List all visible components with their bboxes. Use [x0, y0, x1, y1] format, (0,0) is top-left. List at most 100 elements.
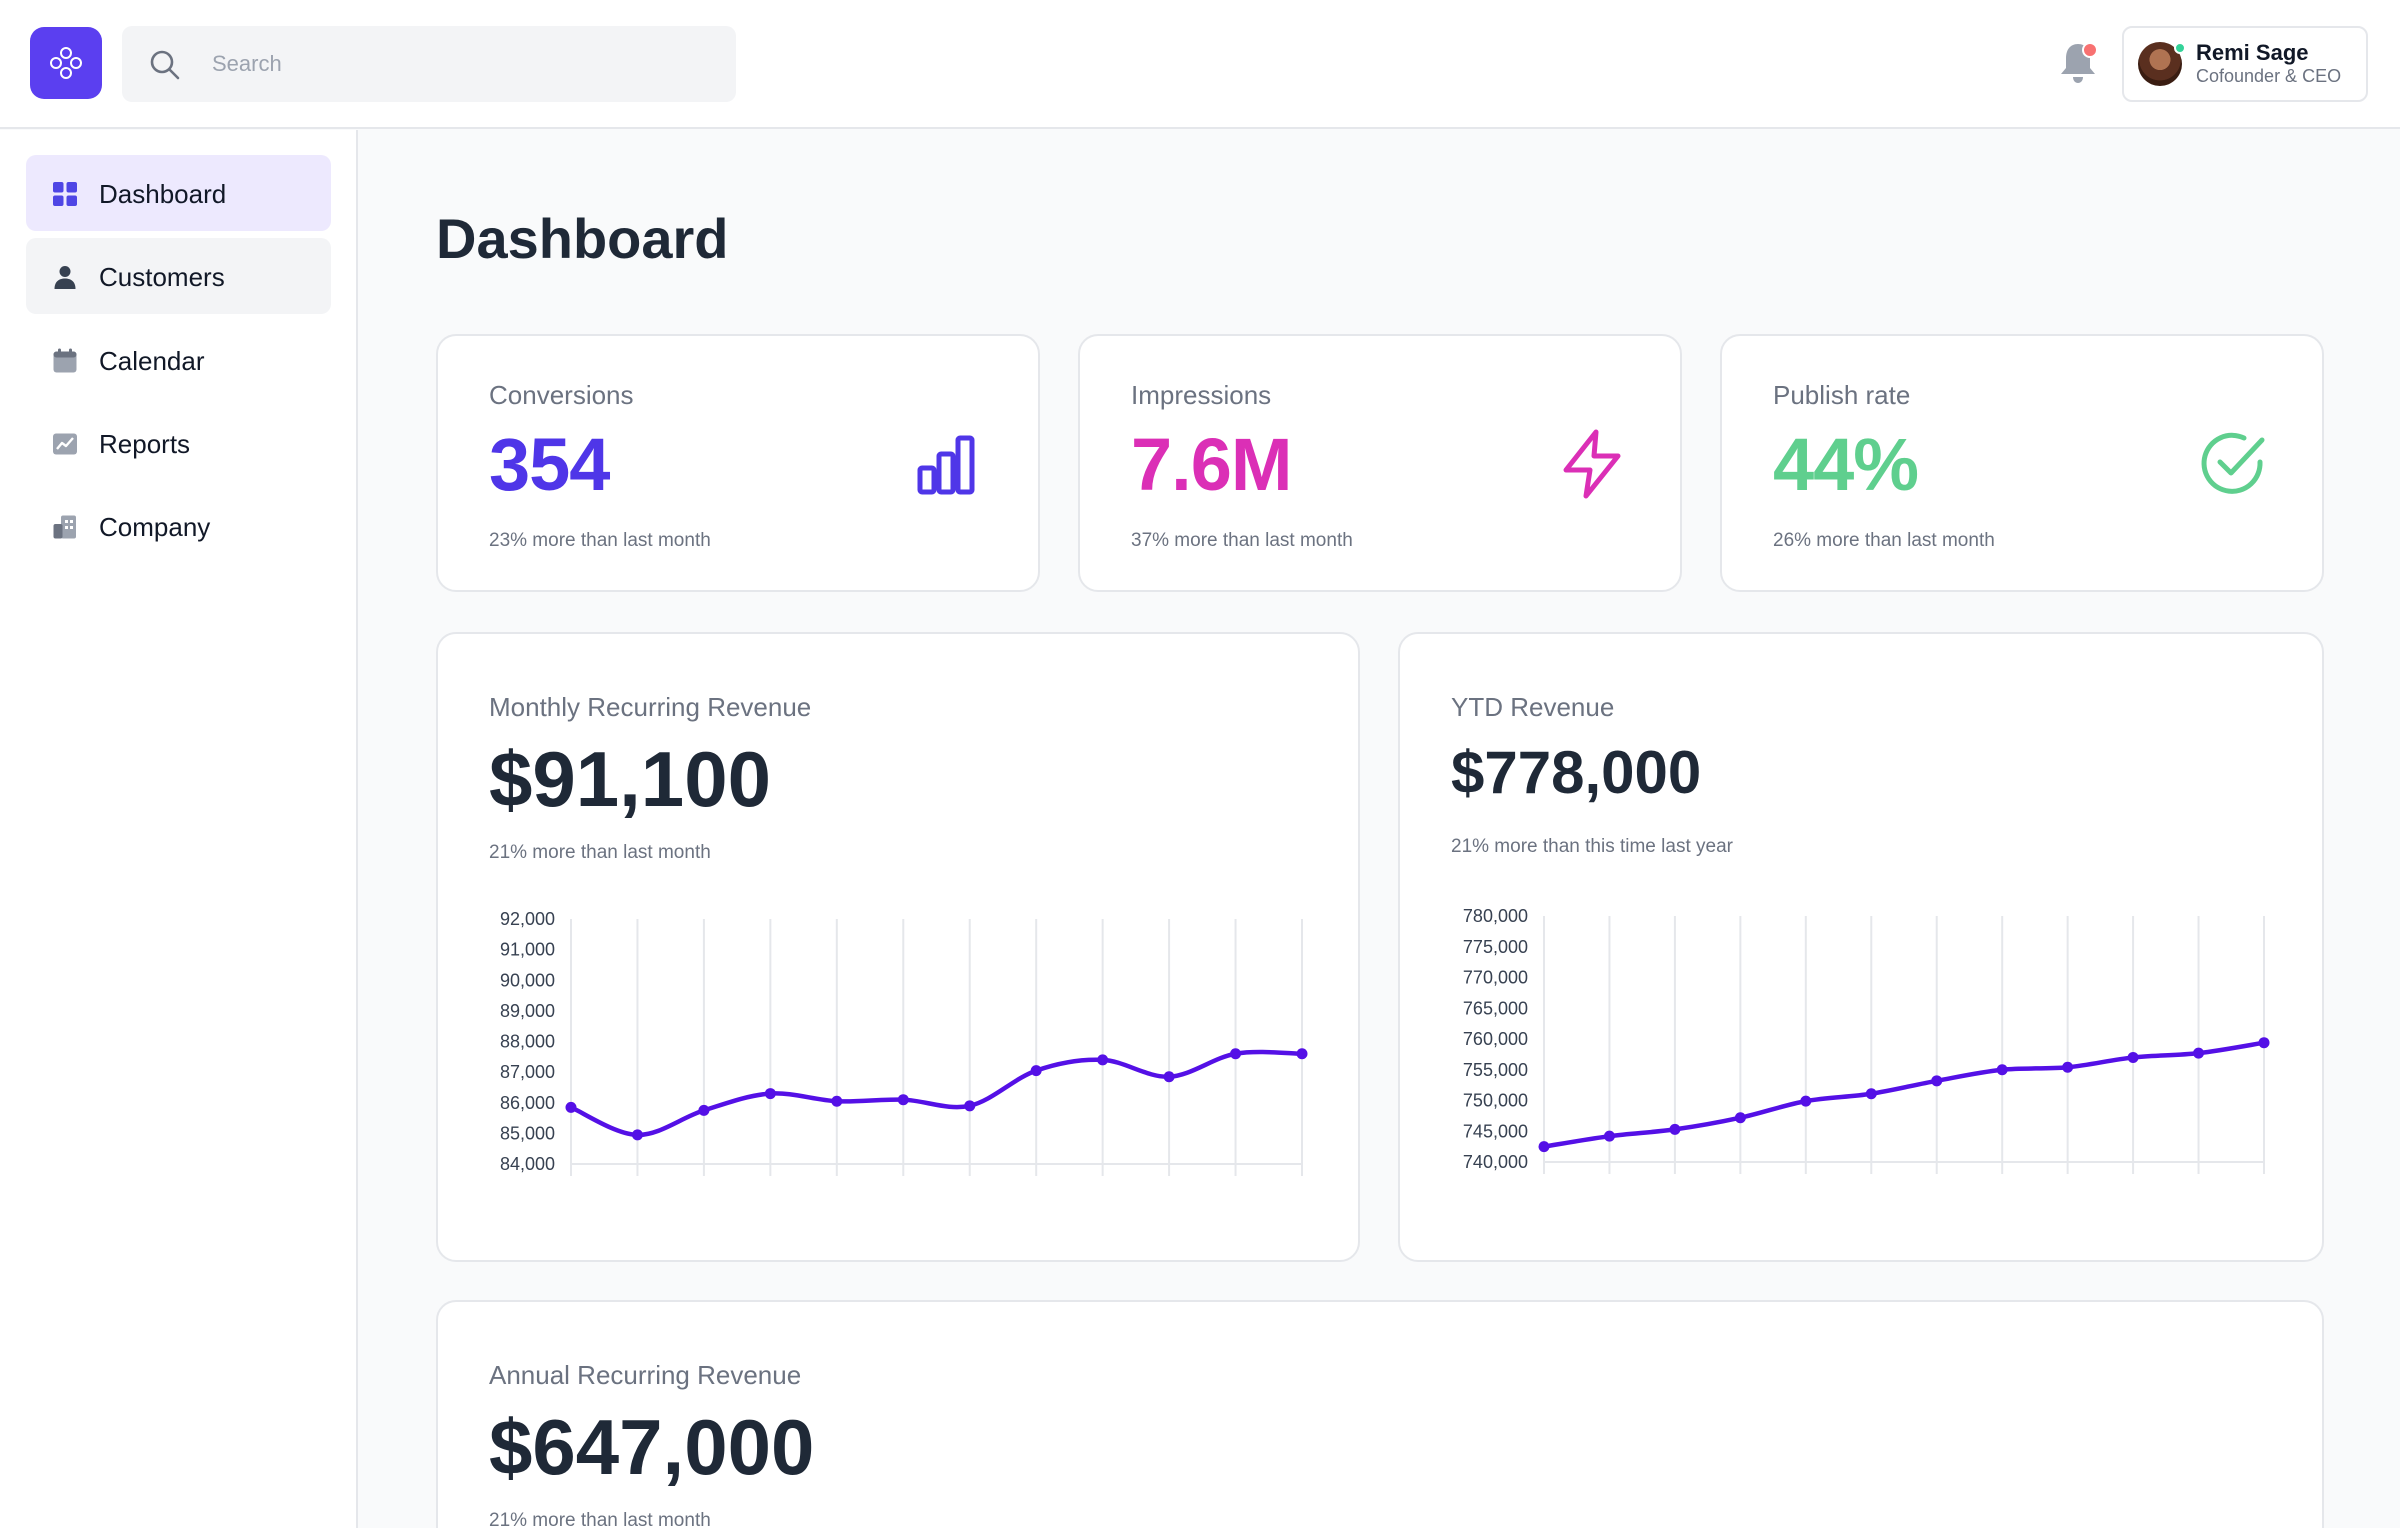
ytd-card: YTD Revenue $778,000 21% more than this … [1398, 632, 2324, 1262]
grid-icon [53, 182, 77, 206]
y-tick-label: 84,000 [500, 1154, 555, 1174]
chart-image-icon [53, 433, 77, 455]
data-point [897, 1094, 909, 1106]
data-point [565, 1101, 577, 1113]
search-box[interactable] [122, 26, 736, 102]
data-point [1030, 1065, 1042, 1077]
stat-change: 23% more than last month [489, 530, 711, 551]
stat-label: Publish rate [1773, 380, 1911, 410]
data-point [1097, 1054, 1109, 1066]
user-name: Remi Sage [2196, 40, 2309, 65]
y-tick-label: 90,000 [500, 970, 555, 990]
y-tick-label: 775,000 [1463, 937, 1528, 957]
search-icon [150, 50, 180, 80]
data-point [1603, 1130, 1615, 1142]
data-point [1734, 1112, 1746, 1124]
data-point [2062, 1061, 2074, 1073]
y-tick-label: 770,000 [1463, 968, 1528, 988]
y-tick-label: 92,000 [500, 909, 555, 929]
y-tick-label: 91,000 [500, 940, 555, 960]
sidebar-item-reports[interactable]: Reports [26, 405, 331, 481]
series-line [568, 1049, 1305, 1138]
mrr-value: $91,100 [489, 735, 771, 823]
stat-change: 26% more than last month [1773, 530, 1995, 551]
stat-value: 354 [489, 423, 610, 506]
data-point [2127, 1051, 2139, 1063]
data-point [764, 1088, 776, 1100]
ytd-change: 21% more than this time last year [1451, 836, 1733, 857]
data-point [1996, 1064, 2008, 1076]
mrr-line-chart: 92,000 91,000 90,000 89,000 88,000 87,000 86,0… [500, 909, 1308, 1176]
arr-value: $647,000 [489, 1403, 815, 1491]
stat-value: 44% [1773, 423, 1919, 506]
mrr-card: Monthly Recurring Revenue $91,100 21% mo… [436, 632, 1360, 1262]
y-tick-label: 755,000 [1463, 1060, 1528, 1080]
search-input[interactable] [212, 26, 712, 102]
logo-icon [50, 47, 82, 79]
stat-card-conversions: Conversions 354 23% more than last month [436, 334, 1040, 592]
stat-value: 7.6M [1131, 423, 1293, 506]
stat-label: Impressions [1131, 380, 1272, 410]
building-icon [53, 515, 76, 539]
data-point [1538, 1141, 1550, 1153]
user-role: Cofounder & CEO [2196, 66, 2342, 86]
bar-chart-icon [917, 435, 975, 495]
lightning-icon [1563, 429, 1621, 499]
sidebar-item-label: Company [99, 512, 211, 542]
y-tick-label: 780,000 [1463, 906, 1528, 926]
arr-change: 21% more than last month [489, 1510, 711, 1528]
data-point [1800, 1095, 1812, 1107]
stat-card-impressions: Impressions 7.6M 37% more than last mont… [1078, 334, 1682, 592]
online-status-dot [2174, 42, 2186, 54]
page-title: Dashboard [436, 207, 729, 270]
y-tick-label: 765,000 [1463, 998, 1528, 1018]
data-point [1296, 1048, 1308, 1060]
notification-dot [2082, 42, 2098, 58]
y-tick-label: 89,000 [500, 1001, 555, 1021]
ytd-label: YTD Revenue [1451, 692, 1615, 722]
sidebar-item-customers[interactable]: Customers [26, 238, 331, 314]
data-point [1865, 1088, 1877, 1100]
calendar-icon [53, 348, 77, 373]
series-line [1541, 1040, 2267, 1149]
data-point [964, 1100, 976, 1112]
data-point [1669, 1123, 1681, 1135]
top-bar: Remi Sage Cofounder & CEO [0, 0, 2400, 129]
y-tick-label: 87,000 [500, 1062, 555, 1082]
arr-label: Annual Recurring Revenue [489, 1360, 802, 1390]
sidebar-item-label: Reports [99, 429, 191, 459]
y-tick-label: 760,000 [1463, 1029, 1528, 1049]
data-point [2258, 1037, 2270, 1049]
arr-card: Annual Recurring Revenue $647,000 21% mo… [436, 1300, 2324, 1528]
user-icon [54, 266, 76, 289]
data-point [1230, 1048, 1242, 1060]
sidebar-item-dashboard[interactable]: Dashboard [26, 155, 331, 231]
data-point [1163, 1071, 1175, 1083]
sidebar-item-company[interactable]: Company [26, 488, 331, 564]
mrr-label: Monthly Recurring Revenue [489, 692, 812, 722]
mrr-change: 21% more than last month [489, 842, 711, 863]
data-point [698, 1104, 710, 1116]
data-point [2193, 1047, 2205, 1059]
y-tick-label: 745,000 [1463, 1121, 1528, 1141]
sidebar-item-label: Calendar [99, 346, 205, 376]
y-tick-label: 85,000 [500, 1123, 555, 1143]
stat-card-publish-rate: Publish rate 44% 26% more than last mont… [1720, 334, 2324, 592]
data-point [631, 1129, 643, 1141]
sidebar-item-label: Dashboard [99, 179, 227, 209]
app-logo[interactable] [30, 27, 102, 99]
y-tick-label: 86,000 [500, 1093, 555, 1113]
y-tick-label: 750,000 [1463, 1091, 1528, 1111]
stat-change: 37% more than last month [1131, 530, 1353, 551]
sidebar-item-calendar[interactable]: Calendar [26, 322, 331, 398]
y-tick-label: 740,000 [1463, 1152, 1528, 1172]
ytd-value: $778,000 [1451, 739, 1702, 806]
user-menu[interactable]: Remi Sage Cofounder & CEO [2122, 26, 2368, 102]
check-circle-icon [2201, 432, 2265, 494]
data-point [831, 1095, 843, 1107]
data-point [1931, 1075, 1943, 1087]
y-tick-label: 88,000 [500, 1032, 555, 1052]
stat-label: Conversions [489, 380, 634, 410]
sidebar: Dashboard Customers Calendar Reports [0, 130, 358, 1528]
ytd-line-chart: 780,000 775,000 770,000 765,000 760,000 755,0… [1463, 906, 2270, 1174]
